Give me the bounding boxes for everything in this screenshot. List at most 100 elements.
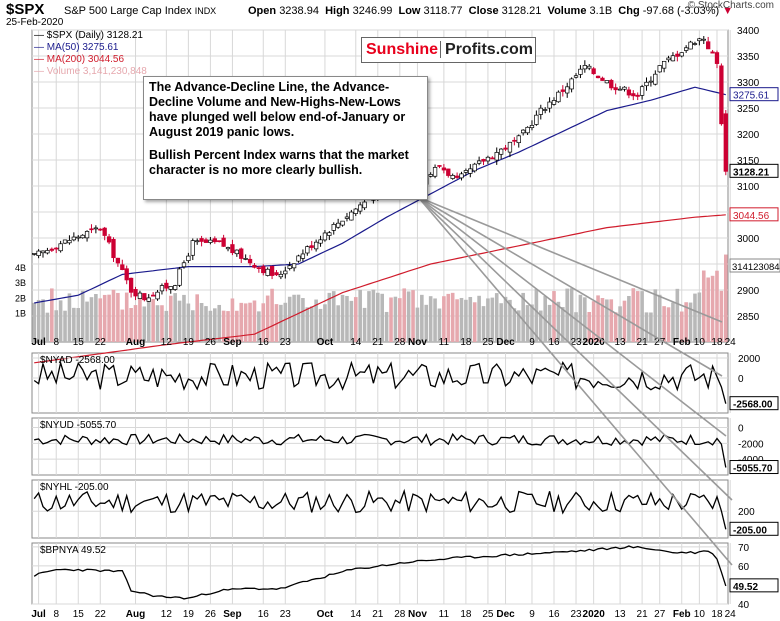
candle — [62, 239, 68, 244]
volume-bar — [710, 275, 715, 342]
volume-bar — [133, 305, 138, 342]
volume-bar — [120, 309, 125, 342]
volume-bar — [287, 296, 292, 342]
candle — [582, 65, 587, 70]
x-tick-label: 26 — [205, 337, 217, 348]
candle — [463, 170, 469, 173]
candle — [305, 246, 310, 254]
volume-bar — [587, 311, 592, 342]
candle — [89, 228, 94, 231]
volume-bar — [274, 304, 279, 342]
volume-bar — [450, 292, 455, 342]
indicator-line — [33, 488, 727, 530]
volume-bar — [481, 306, 486, 342]
candle — [349, 211, 354, 221]
candle — [256, 267, 262, 269]
x-tick-label: 14 — [350, 609, 362, 620]
candle — [657, 65, 662, 73]
price-legend: — $SPX (Daily) 3128.21— MA(50) 3275.61— … — [34, 30, 147, 78]
candle — [177, 268, 182, 286]
candle — [252, 264, 257, 268]
annotation-text-1: The Advance-Decline Line, the Advance-De… — [149, 80, 406, 139]
chart-date: 25-Feb-2020 — [6, 17, 64, 28]
volume-bar — [644, 312, 649, 342]
x-tick-label: 21 — [372, 337, 384, 348]
volume-bar — [508, 299, 512, 342]
indicator-tick-label: 0 — [738, 374, 744, 385]
volume-tag-label: 3141230848 — [732, 262, 780, 273]
volume-bar — [627, 295, 631, 342]
volume-bar — [706, 277, 710, 342]
volume-bar — [226, 311, 230, 342]
volume-bar — [146, 298, 151, 342]
candle — [243, 258, 248, 260]
volume-bar — [723, 254, 728, 342]
volume-bar — [283, 302, 288, 342]
volume-bar — [402, 288, 407, 342]
candle — [287, 265, 292, 269]
candle — [98, 228, 103, 231]
volume-bar — [503, 296, 508, 342]
candle — [653, 73, 658, 85]
candle — [71, 236, 76, 241]
candle — [331, 224, 336, 231]
x-tick-label: 8 — [53, 337, 59, 348]
price-tick-label: 3400 — [737, 26, 760, 37]
volume-bar — [63, 310, 67, 342]
volume-bar — [151, 298, 155, 342]
volume-bar — [574, 312, 578, 342]
volume-bar — [459, 297, 464, 342]
candle — [543, 109, 548, 111]
candle — [234, 249, 239, 255]
candle — [587, 65, 592, 69]
candle — [604, 80, 610, 84]
volume-bar — [164, 310, 169, 342]
candle — [560, 89, 565, 92]
volume-bar — [36, 299, 41, 342]
volume-bar — [208, 310, 213, 342]
volume-bar — [358, 289, 362, 342]
volume-bar — [230, 298, 235, 342]
indicator-line — [34, 432, 727, 468]
candle — [432, 167, 438, 177]
indicator-line — [33, 545, 727, 600]
candle — [150, 294, 156, 297]
candle — [336, 222, 341, 228]
volume-bar — [89, 297, 94, 342]
volume-bar — [349, 300, 354, 342]
candle — [679, 52, 684, 57]
x-tick-label: 18 — [460, 337, 472, 348]
x-tick-label: 9 — [529, 609, 535, 620]
candle — [159, 285, 165, 292]
candle — [300, 253, 306, 259]
x-tick-label: 27 — [654, 337, 666, 348]
candle — [600, 77, 605, 81]
volume-bar — [618, 306, 622, 342]
annotation-box: The Advance-Decline Line, the Advance-De… — [143, 76, 428, 200]
candle — [556, 91, 561, 103]
candle — [76, 236, 81, 239]
indicator-title: $NYHL -205.00 — [40, 482, 109, 493]
legend-entry: — MA(50) 3275.61 — [34, 42, 119, 53]
volume-bar — [85, 301, 89, 342]
x-tick-label: Dec — [496, 609, 515, 620]
panel-frame-3 — [31, 479, 729, 539]
volume-bar — [679, 311, 684, 342]
x-tick-label: 28 — [394, 337, 406, 348]
volume-bar — [657, 294, 662, 342]
volume-bar — [296, 294, 301, 342]
volume-tick-label: 4B — [15, 263, 26, 273]
x-tick-label: 21 — [637, 609, 649, 620]
indicator-tick-label: 70 — [738, 543, 750, 554]
candle — [54, 247, 59, 250]
candle — [446, 168, 451, 176]
volume-bar — [252, 300, 257, 342]
x-tick-label: 28 — [394, 609, 406, 620]
price-tag-box — [729, 87, 779, 102]
candle — [670, 55, 676, 62]
candle — [648, 80, 654, 83]
price-tag-label: 3128.21 — [733, 167, 770, 178]
x-tick-label: 23 — [280, 337, 292, 348]
volume-bar — [468, 296, 473, 342]
sunshine-profits-logo: Sunshine Profits.com — [361, 37, 536, 63]
